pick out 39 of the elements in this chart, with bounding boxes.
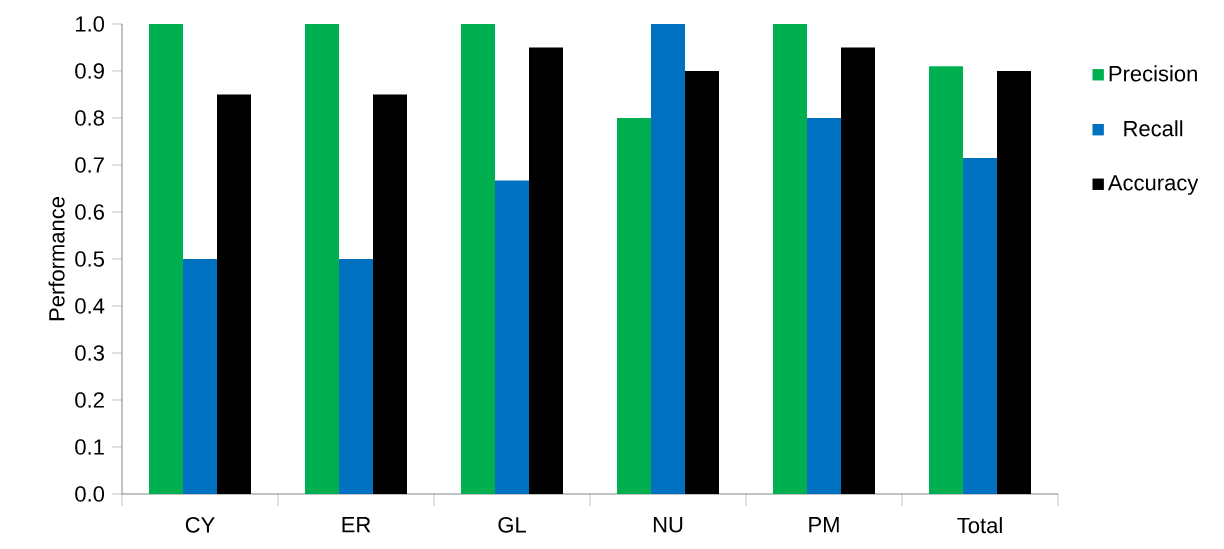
bar: [529, 47, 564, 494]
legend-label: Precision: [1109, 65, 1197, 82]
bar: [685, 70, 720, 494]
x-tick-label: NU: [653, 517, 683, 533]
bar: [963, 157, 997, 494]
bar: [339, 258, 374, 494]
y-tick-label: 0.4: [75, 298, 105, 314]
legend-label: Recall: [1124, 120, 1183, 137]
bar: [617, 117, 652, 494]
bar: [773, 23, 808, 494]
y-tick-label: 0.6: [75, 204, 104, 220]
x-tick-label: GL: [498, 517, 526, 533]
bar: [929, 66, 964, 494]
x-tick-label: Total: [957, 517, 1002, 534]
y-tick-label: 0.5: [75, 251, 104, 267]
x-tick-label: ER: [342, 517, 371, 533]
x-tick-label: PM: [809, 517, 839, 533]
bar: [495, 180, 530, 494]
legend-label: Accuracy: [1107, 175, 1199, 195]
y-tick-label: 0.1: [75, 439, 104, 455]
y-tick-label: 0.2: [75, 392, 104, 408]
bar: [841, 47, 876, 494]
bar: [149, 23, 184, 494]
bar: [305, 23, 340, 494]
y-axis-title: Performance: [48, 197, 65, 321]
bar: [217, 94, 252, 494]
bar: [997, 70, 1032, 494]
y-tick-label: 0.7: [75, 157, 104, 173]
y-tick-label: 0.9: [75, 63, 104, 79]
bar: [183, 258, 218, 494]
bar: [373, 94, 408, 494]
bar: [807, 117, 842, 494]
bar: [461, 23, 496, 494]
y-tick-label: 1.0: [76, 16, 105, 32]
bar: [651, 23, 686, 494]
x-tick-label: CY: [185, 517, 215, 533]
y-tick-label: 0.3: [75, 345, 104, 361]
y-tick-label: 0.0: [75, 486, 105, 502]
y-tick-label: 0.8: [75, 110, 104, 126]
